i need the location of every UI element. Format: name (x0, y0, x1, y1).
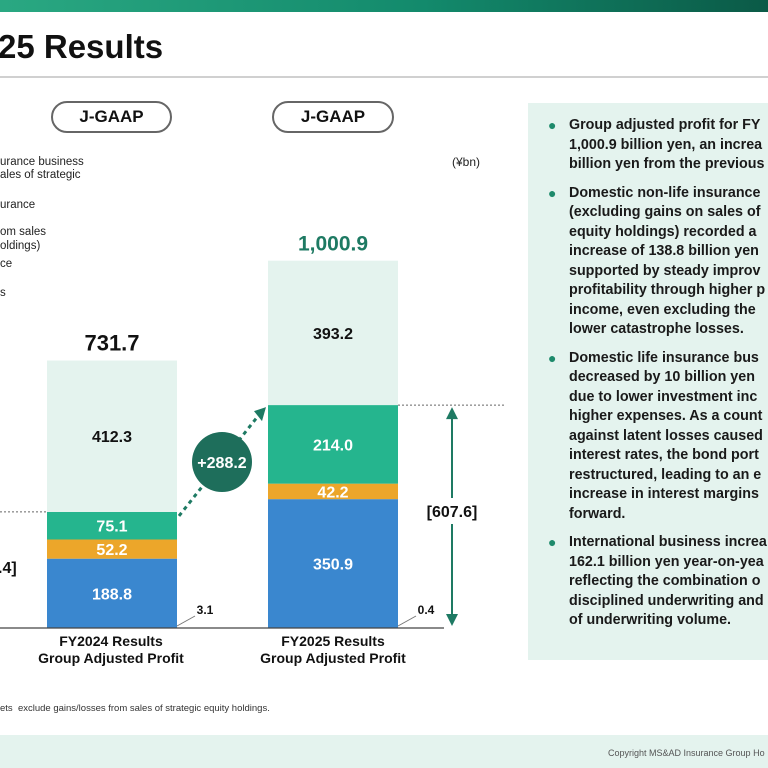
bar-segment (47, 539, 177, 559)
data-label: 393.2 (313, 326, 353, 343)
category-label: Group Adjusted Profit (260, 650, 406, 666)
data-label: 188.8 (92, 586, 132, 603)
title-divider (0, 76, 768, 78)
legend-item-4: om sales (0, 226, 47, 238)
legend-item-5: oldings) (0, 240, 41, 252)
data-label: 214.0 (313, 437, 353, 454)
bullet-item: ● Group adjusted profit for FY 1,000.9 bi… (548, 116, 768, 175)
arrow-down-icon (446, 614, 458, 626)
leader-line (176, 615, 196, 627)
basis-pill-fy2025: J-GAAP (272, 101, 394, 133)
category-label: FY2025 Results (281, 633, 385, 649)
footnote: ets exclude gains/losses from sales of s… (0, 703, 270, 714)
small-data-label: 3.1 (197, 603, 214, 617)
change-circle (192, 432, 252, 492)
bullet-text: International business increa 162.1 bill… (569, 534, 767, 628)
data-label: 412.3 (92, 429, 132, 446)
data-label: 42.2 (317, 484, 348, 501)
bar-segment (268, 499, 398, 628)
bullet-item: ● Domestic non-life insurance (excluding … (548, 184, 768, 340)
bullet-text: Domestic non-life insurance (excluding g… (569, 184, 766, 338)
page-title: 25 Results (0, 28, 164, 65)
bullet-text: Domestic life insurance bus decreased by… (569, 349, 763, 522)
footer-band (0, 735, 768, 768)
bar-segment (268, 260, 398, 406)
legend-item-1: urance business (0, 156, 84, 168)
bar-segment (47, 360, 177, 512)
commentary-bullets: ● Group adjusted profit for FY 1,000.9 bi… (548, 116, 768, 640)
legend-item-3: urance (0, 199, 36, 211)
bullet-dot-icon: ● (548, 117, 557, 133)
category-label: Group Adjusted Profit (38, 650, 184, 666)
bullet-dot-icon: ● (548, 349, 557, 366)
total-label: 731.7 (84, 331, 139, 356)
bar-segment (47, 511, 177, 540)
legend-item-6: ce (0, 258, 13, 270)
arrow-head-icon (254, 407, 266, 422)
bar-segment (47, 558, 177, 628)
bullet-text: Group adjusted profit for FY 1,000.9 bil… (569, 117, 765, 172)
change-label: +288.2 (197, 455, 246, 472)
bar-segment (268, 483, 398, 500)
partial-bracket-label: .4] (0, 560, 17, 577)
top-accent-bar (0, 0, 768, 12)
category-label: FY2024 Results (59, 633, 163, 649)
unit-label: (¥bn) (452, 155, 481, 169)
bullet-dot-icon: ● (548, 184, 557, 201)
bracket-label: [607.6] (427, 504, 478, 521)
data-label: 52.2 (96, 542, 127, 559)
small-data-label: 0.4 (418, 603, 435, 617)
bar-segment (268, 405, 398, 484)
bullet-item: ● Domestic life insurance bus decreased b… (548, 349, 768, 525)
copyright-text: Copyright MS&AD Insurance Group Ho (608, 748, 765, 758)
bullet-item: ● International business increa 162.1 bil… (548, 533, 768, 631)
data-label: 75.1 (96, 519, 127, 536)
commentary-panel (528, 103, 768, 660)
basis-pill-fy2024: J-GAAP (51, 101, 172, 133)
legend-item-2: ales of strategic (0, 169, 81, 181)
leader-line (397, 615, 417, 627)
legend-item-7: s (0, 287, 6, 299)
bracket-label-bg (422, 498, 482, 524)
bullet-dot-icon: ● (548, 534, 557, 550)
total-label: 1,000.9 (298, 233, 368, 256)
arrow-up-icon (446, 407, 458, 420)
data-label: 350.9 (313, 557, 353, 574)
